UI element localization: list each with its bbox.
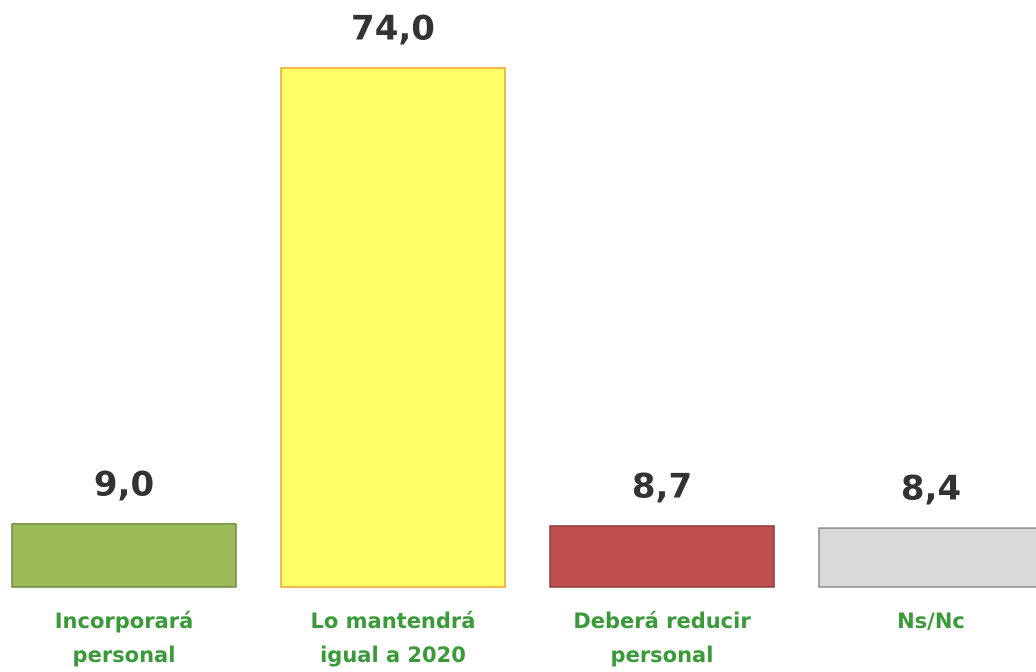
value-label: 74,0 (351, 9, 435, 49)
x-tick-label: Incorporará personal (54, 609, 194, 667)
bar (280, 67, 506, 588)
x-tick-label: Deberá reducir personal (573, 609, 751, 667)
x-tick-label: Lo mantendrá igual a 2020 (310, 609, 476, 667)
value-label: 8,7 (632, 466, 692, 506)
bar (549, 525, 775, 588)
chart: 9,0 74,0 8,7 8,4 (11, 9, 1036, 588)
bar (818, 527, 1036, 588)
x-tick-label: Ns/Nc (897, 609, 965, 633)
bar (11, 523, 237, 588)
value-label: 8,4 (901, 469, 961, 509)
value-label: 9,0 (94, 464, 154, 504)
